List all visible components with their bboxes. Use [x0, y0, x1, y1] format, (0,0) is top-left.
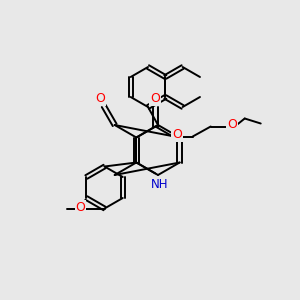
Text: NH: NH	[151, 178, 169, 191]
Text: O: O	[95, 92, 105, 105]
Text: O: O	[227, 118, 237, 131]
Text: O: O	[151, 92, 160, 105]
Text: O: O	[172, 128, 182, 141]
Text: O: O	[76, 201, 85, 214]
